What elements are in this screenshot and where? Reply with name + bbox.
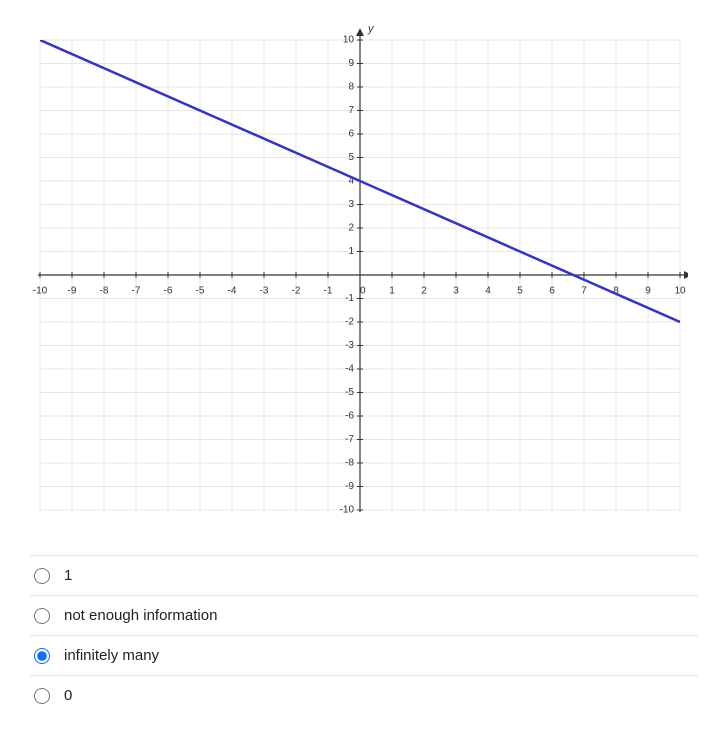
svg-text:2: 2 [348, 223, 354, 234]
svg-text:-10: -10 [340, 505, 355, 516]
svg-text:-2: -2 [345, 317, 354, 328]
svg-text:-6: -6 [345, 411, 354, 422]
answer-label[interactable]: infinitely many [64, 647, 159, 664]
svg-text:3: 3 [348, 199, 354, 210]
svg-text:-1: -1 [345, 293, 354, 304]
svg-text:-8: -8 [100, 285, 109, 296]
svg-text:5: 5 [517, 285, 523, 296]
svg-text:-4: -4 [228, 285, 237, 296]
svg-text:7: 7 [348, 105, 354, 116]
svg-text:-5: -5 [345, 387, 354, 398]
svg-text:-10: -10 [33, 285, 48, 296]
svg-text:-7: -7 [132, 285, 141, 296]
svg-text:-6: -6 [164, 285, 173, 296]
answer-option[interactable]: 0 [30, 675, 698, 715]
svg-text:9: 9 [645, 285, 651, 296]
svg-text:6: 6 [348, 129, 354, 140]
svg-text:-5: -5 [196, 285, 205, 296]
answer-radio[interactable] [34, 568, 50, 584]
svg-text:-1: -1 [324, 285, 333, 296]
svg-text:10: 10 [674, 285, 686, 296]
svg-text:-2: -2 [292, 285, 301, 296]
svg-text:1: 1 [348, 246, 354, 257]
svg-text:10: 10 [343, 35, 355, 46]
coordinate-chart: -10-9-8-7-6-5-4-3-2-1012345678910-10-9-8… [20, 20, 688, 535]
svg-text:0: 0 [360, 285, 366, 296]
answer-option[interactable]: infinitely many [30, 635, 698, 675]
answer-radio[interactable] [34, 648, 50, 664]
svg-text:7: 7 [581, 285, 587, 296]
answer-label[interactable]: 1 [64, 567, 72, 584]
svg-text:-3: -3 [345, 340, 354, 351]
svg-text:9: 9 [348, 58, 354, 69]
svg-text:6: 6 [549, 285, 555, 296]
answer-label[interactable]: not enough information [64, 607, 217, 624]
svg-text:-8: -8 [345, 458, 354, 469]
svg-text:-7: -7 [345, 434, 354, 445]
svg-text:-9: -9 [345, 481, 354, 492]
svg-text:8: 8 [348, 82, 354, 93]
answer-option[interactable]: not enough information [30, 595, 698, 635]
svg-text:-9: -9 [68, 285, 77, 296]
answer-label[interactable]: 0 [64, 687, 72, 704]
svg-text:-4: -4 [345, 364, 354, 375]
svg-text:5: 5 [348, 152, 354, 163]
svg-text:4: 4 [485, 285, 491, 296]
svg-text:3: 3 [453, 285, 459, 296]
chart-svg: -10-9-8-7-6-5-4-3-2-1012345678910-10-9-8… [20, 20, 688, 530]
svg-text:1: 1 [389, 285, 395, 296]
answer-radio[interactable] [34, 688, 50, 704]
answer-option[interactable]: 1 [30, 555, 698, 595]
answer-options: 1 not enough information infinitely many 0 [30, 555, 698, 715]
svg-text:2: 2 [421, 285, 427, 296]
svg-text:-3: -3 [260, 285, 269, 296]
answer-radio[interactable] [34, 608, 50, 624]
